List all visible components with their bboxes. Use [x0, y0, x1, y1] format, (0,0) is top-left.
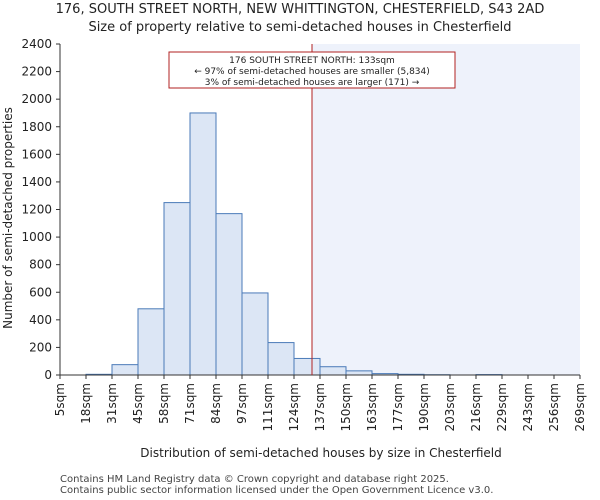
- x-tick-label: 58sqm: [157, 383, 171, 424]
- x-tick-label: 45sqm: [131, 383, 145, 424]
- x-tick-label: 84sqm: [209, 383, 223, 424]
- histogram-bar: [215, 213, 243, 376]
- annotation-marker-label: 176 SOUTH STREET NORTH: 133sqm: [229, 56, 395, 66]
- chart-title: 176, SOUTH STREET NORTH, NEW WHITTINGTON…: [55, 2, 545, 17]
- y-tick-label: 0: [44, 368, 52, 382]
- y-tick-label: 1200: [21, 203, 52, 217]
- x-tick-label: 97sqm: [235, 383, 249, 424]
- annotation-larger-text: 3% of semi-detached houses are larger (1…: [205, 78, 420, 88]
- y-tick-label: 2000: [21, 92, 52, 106]
- x-tick-label: 18sqm: [79, 383, 93, 424]
- x-tick-label: 203sqm: [443, 383, 457, 431]
- histogram-bar: [241, 292, 269, 376]
- footer-line-2: Contains public sector information licen…: [60, 485, 494, 496]
- histogram-bar: [163, 202, 191, 376]
- larger-region-shade: [312, 44, 580, 375]
- y-tick-label: 1600: [21, 147, 52, 161]
- y-tick-label: 400: [29, 313, 52, 327]
- x-tick-label: 216sqm: [469, 383, 483, 431]
- y-tick-label: 600: [29, 285, 52, 299]
- x-tick-label: 124sqm: [287, 383, 301, 431]
- y-tick-label: 2400: [21, 37, 52, 51]
- histogram-bar: [345, 370, 373, 376]
- x-tick-label: 163sqm: [365, 383, 379, 431]
- x-axis-label: Distribution of semi-detached houses by …: [140, 446, 501, 460]
- annotation-smaller-text: ← 97% of semi-detached houses are smalle…: [194, 67, 430, 77]
- x-tick-label: 150sqm: [339, 383, 353, 431]
- x-tick-label: 256sqm: [547, 383, 561, 431]
- x-tick-label: 190sqm: [417, 383, 431, 431]
- y-tick-label: 1800: [21, 120, 52, 134]
- y-tick-label: 2200: [21, 65, 52, 79]
- histogram-bar: [189, 112, 217, 376]
- footer-line-1: Contains HM Land Registry data © Crown c…: [60, 474, 449, 485]
- x-tick-label: 111sqm: [261, 383, 275, 431]
- histogram-bar: [293, 357, 321, 376]
- x-tick-label: 5sqm: [53, 383, 67, 416]
- x-tick-label: 229sqm: [495, 383, 509, 431]
- histogram-bar: [319, 366, 347, 376]
- histogram-bar: [137, 308, 165, 376]
- annotation-box: [168, 51, 456, 89]
- x-tick-label: 137sqm: [313, 383, 327, 431]
- x-tick-label: 177sqm: [391, 383, 405, 431]
- x-tick-label: 31sqm: [105, 383, 119, 424]
- y-tick-label: 800: [29, 258, 52, 272]
- histogram-bar: [111, 364, 139, 376]
- histogram-bar: [267, 342, 295, 376]
- y-tick-label: 1400: [21, 175, 52, 189]
- y-tick-label: 1000: [21, 230, 52, 244]
- y-axis-label: Number of semi-detached properties: [1, 107, 15, 329]
- x-tick-label: 243sqm: [521, 383, 535, 431]
- y-tick-label: 200: [29, 340, 52, 354]
- x-tick-label: 71sqm: [183, 383, 197, 424]
- chart-subtitle: Size of property relative to semi-detach…: [88, 20, 512, 35]
- x-tick-label: 269sqm: [573, 383, 587, 431]
